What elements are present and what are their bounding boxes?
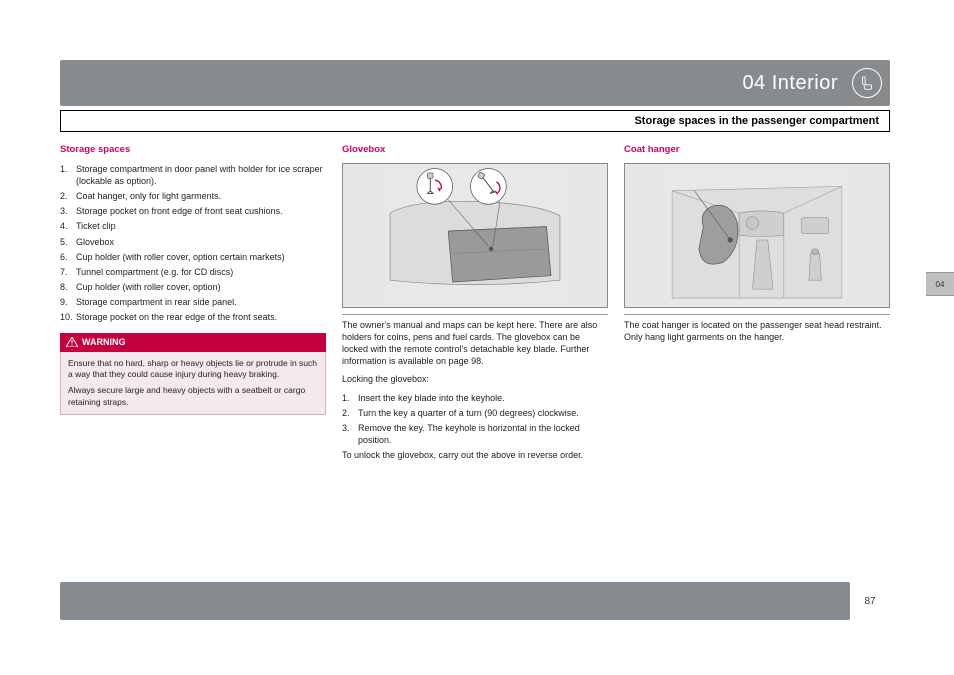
list-item: Cup holder (with roller cover, option ce… [60,251,326,263]
warning-header: WARNING [60,333,326,351]
column-coat-hanger: Coat hanger [624,144,890,467]
chapter-header: 04 Interior [60,60,890,106]
heading-glovebox: Glovebox [342,144,608,157]
seat-icon [852,68,882,98]
list-item: Cup holder (with roller cover, option) [60,281,326,293]
list-item: Coat hanger, only for light garments. [60,190,326,202]
list-item: Turn the key a quarter of a turn (90 deg… [342,407,608,419]
list-item: Remove the key. The keyhole is horizonta… [342,422,608,446]
section-subtitle: Storage spaces in the passenger compartm… [60,110,890,132]
footer-band [60,582,850,620]
glovebox-para: The owner's manual and maps can be kept … [342,319,608,368]
glovebox-steps: Insert the key blade into the keyhole. T… [342,392,608,447]
glovebox-unlock: To unlock the glovebox, carry out the ab… [342,449,608,461]
page-footer: 87 [60,582,890,620]
coat-hanger-figure [624,163,890,308]
column-glovebox: Glovebox [342,144,608,467]
coat-hanger-para: The coat hanger is located on the passen… [624,319,890,343]
page-number: 87 [850,582,890,620]
content-columns: Storage spaces Storage compartment in do… [60,144,890,467]
list-item: Ticket clip [60,220,326,232]
list-item: Storage pocket on the rear edge of the f… [60,311,326,323]
list-item: Tunnel compartment (e.g. for CD discs) [60,266,326,278]
list-item: Glovebox [60,236,326,248]
chapter-tab: 04 [926,272,954,296]
heading-storage: Storage spaces [60,144,326,157]
warning-icon [66,337,78,347]
storage-list: Storage compartment in door panel with h… [60,163,326,324]
warning-text: Ensure that no hard, sharp or heavy obje… [68,358,318,381]
chapter-title: 04 Interior [742,72,838,95]
list-item: Storage compartment in rear side panel. [60,296,326,308]
glovebox-lock-intro: Locking the glovebox: [342,373,608,385]
warning-body: Ensure that no hard, sharp or heavy obje… [60,352,326,416]
warning-title: WARNING [82,336,126,348]
glovebox-figure [342,163,608,308]
list-item: Storage pocket on front edge of front se… [60,205,326,217]
list-item: Storage compartment in door panel with h… [60,163,326,187]
column-storage-spaces: Storage spaces Storage compartment in do… [60,144,326,467]
heading-coat-hanger: Coat hanger [624,144,890,157]
list-item: Insert the key blade into the keyhole. [342,392,608,404]
warning-box: WARNING Ensure that no hard, sharp or he… [60,333,326,415]
warning-text: Always secure large and heavy objects wi… [68,385,318,408]
